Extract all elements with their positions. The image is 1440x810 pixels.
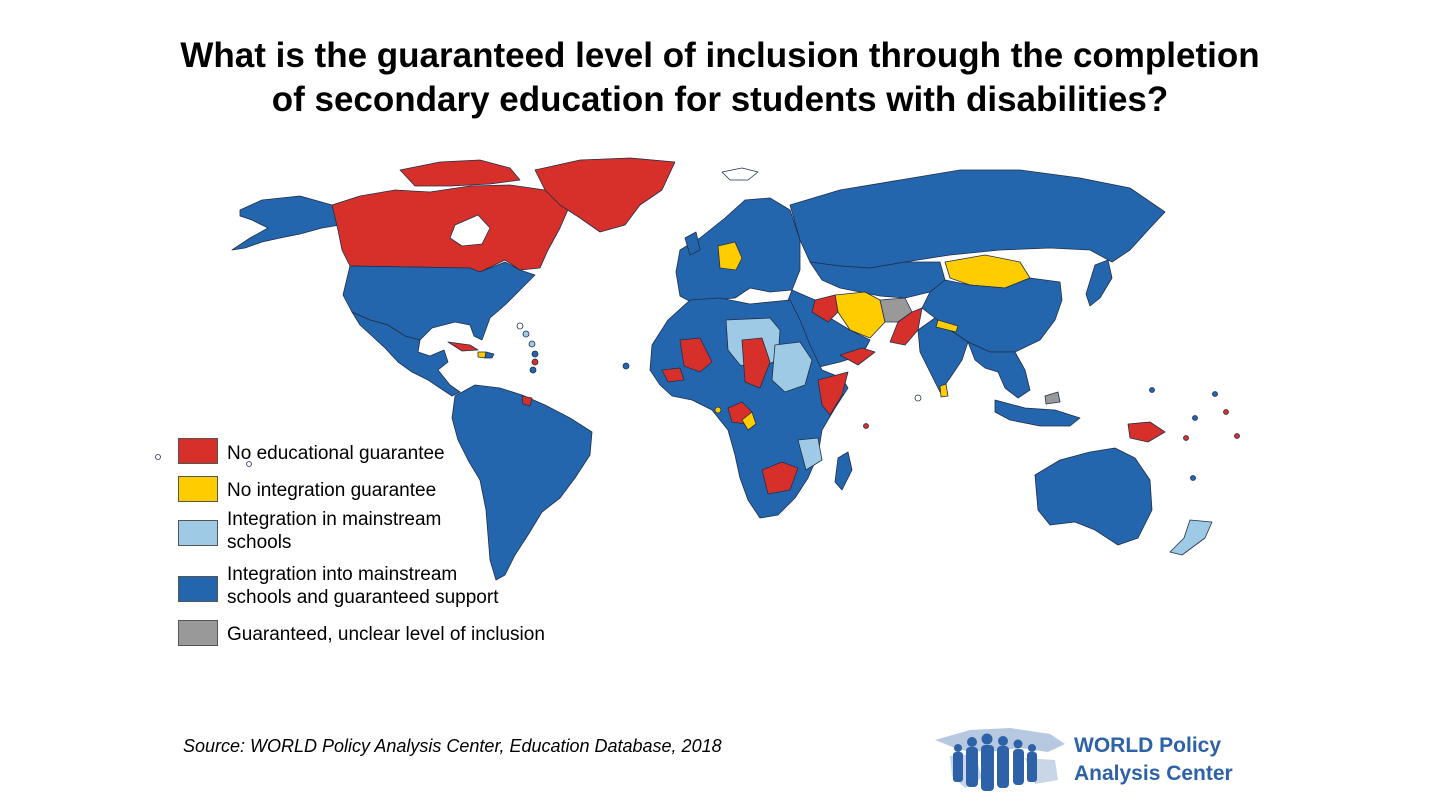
region-greenland <box>534 157 676 233</box>
region-japan <box>1085 259 1113 307</box>
region-guyana <box>521 395 533 407</box>
region-malaysia-gray <box>1044 391 1061 405</box>
logo-line-2: Analysis Center <box>1074 762 1233 785</box>
region-germany <box>717 241 743 271</box>
region-somalia <box>817 371 849 416</box>
map-title: What is the guaranteed level of inclusio… <box>100 34 1340 122</box>
region-sudan <box>771 341 813 393</box>
legend-label-line-1: Integration into mainstream <box>227 564 458 585</box>
region-iraq <box>811 294 839 323</box>
region-mali <box>679 337 713 373</box>
legend-swatch-light-blue <box>178 520 218 546</box>
region-cuba <box>447 341 479 352</box>
region-southeast-asia <box>967 341 1031 399</box>
legend-label-line-2: schools and guaranteed support <box>227 587 499 608</box>
legend-swatch-gray <box>178 620 218 646</box>
region-sri-lanka <box>939 383 949 398</box>
legend-label-line-2: schools <box>227 532 292 553</box>
title-line-1: What is the guaranteed level of inclusio… <box>180 36 1260 75</box>
region-russia <box>789 169 1166 269</box>
region-indonesia <box>994 399 1081 427</box>
legend-swatch-yellow <box>178 476 218 502</box>
region-central-asia <box>809 261 946 299</box>
source-note: Source: WORLD Policy Analysis Center, Ed… <box>183 736 722 756</box>
logo-text: WORLD Policy Analysis Center <box>1074 732 1233 788</box>
region-madagascar <box>834 451 853 491</box>
hudson-bay <box>449 214 491 247</box>
legend-label: No educational guarantee <box>227 443 445 464</box>
legend-label-line-1: Integration in mainstream <box>227 509 442 530</box>
world-map <box>155 157 1240 581</box>
region-papua-new-guinea <box>1127 421 1166 443</box>
region-iran <box>834 291 886 339</box>
legend-swatch-blue <box>178 576 218 602</box>
region-uk <box>684 231 701 256</box>
small-island-markers <box>155 322 1240 481</box>
region-east-africa-light <box>797 437 823 471</box>
region-southern-africa-red <box>761 461 799 495</box>
world-logo: WORLD Policy Analysis Center <box>930 718 1260 798</box>
region-chad <box>741 337 771 389</box>
region-dominican-republic <box>484 351 495 359</box>
logo-figures-icon <box>935 728 1065 791</box>
legend-swatch-red <box>178 438 218 464</box>
region-new-zealand <box>1169 519 1213 556</box>
region-west-africa-red <box>661 367 685 383</box>
region-iceland <box>721 167 759 181</box>
title-line-2: of secondary education for students with… <box>271 80 1169 119</box>
region-canada <box>331 184 571 273</box>
legend-label: No integration guarantee <box>227 480 437 501</box>
region-nepal <box>935 319 959 333</box>
region-south-america <box>451 384 593 581</box>
region-yemen <box>839 347 876 366</box>
region-canada-islands <box>399 159 521 187</box>
region-mexico-central-america <box>351 311 461 397</box>
region-australia <box>1034 447 1153 546</box>
region-central-africa-yellow <box>741 411 757 431</box>
legend-label: Guaranteed, unclear level of inclusion <box>227 624 545 645</box>
logo-line-1: WORLD Policy <box>1074 734 1222 757</box>
region-alaska <box>231 195 341 251</box>
